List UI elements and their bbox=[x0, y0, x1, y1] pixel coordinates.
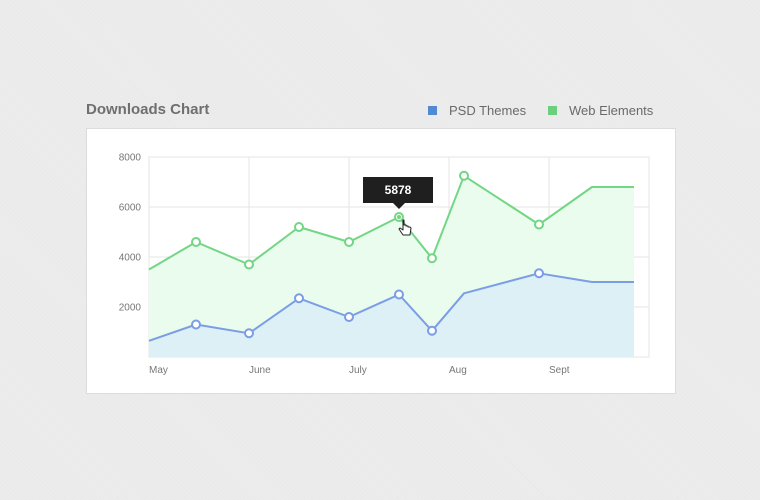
y-tick-label-6000: 6000 bbox=[119, 203, 142, 214]
point-web-elements-7 bbox=[459, 170, 469, 181]
x-tick-label-july: July bbox=[349, 365, 367, 376]
legend-label-web-elements: Web Elements bbox=[569, 103, 654, 118]
point-psd-themes-3 bbox=[294, 293, 304, 304]
point-psd-themes-6 bbox=[427, 325, 437, 336]
x-tick-label-june: June bbox=[249, 365, 271, 376]
point-web-elements-6 bbox=[427, 253, 437, 264]
point-web-elements-8 bbox=[534, 219, 544, 230]
y-tick-label-2000: 2000 bbox=[119, 303, 142, 314]
point-psd-themes-8 bbox=[534, 268, 544, 279]
x-tick-label-sept: Sept bbox=[549, 365, 570, 376]
pointer-cursor-icon bbox=[398, 219, 412, 236]
area-psd-themes bbox=[149, 273, 634, 357]
chart-svg: 2000 4000 6000 8000 May June July Aug Sept 5878 bbox=[119, 153, 650, 376]
markers bbox=[191, 170, 544, 339]
x-tick-label-may: May bbox=[149, 365, 168, 376]
point-web-elements-4 bbox=[344, 237, 354, 247]
point-psd-themes-5 bbox=[394, 289, 404, 300]
point-psd-themes-1 bbox=[191, 319, 201, 330]
tooltip-point-dot bbox=[397, 215, 401, 219]
chart-panel: 2000 4000 6000 8000 May June July Aug Sept 5878 bbox=[86, 128, 676, 394]
x-tick-label-aug: Aug bbox=[449, 365, 467, 376]
tooltip-arrow bbox=[393, 203, 405, 209]
legend-swatch-web-elements bbox=[548, 106, 557, 115]
legend-label-psd-themes: PSD Themes bbox=[449, 103, 527, 118]
tooltip-box bbox=[363, 177, 433, 203]
y-tick-label-4000: 4000 bbox=[119, 253, 142, 264]
y-tick-label-8000: 8000 bbox=[119, 153, 142, 164]
point-psd-themes-4 bbox=[344, 312, 354, 322]
legend-swatch-psd-themes bbox=[428, 106, 437, 115]
point-web-elements-3 bbox=[294, 222, 304, 232]
chart-title: Downloads Chart bbox=[86, 101, 210, 118]
areas bbox=[149, 175, 634, 357]
tooltip-value: 5878 bbox=[385, 183, 412, 197]
point-psd-themes-2 bbox=[244, 328, 254, 339]
point-web-elements-2 bbox=[244, 259, 254, 270]
point-web-elements-1 bbox=[191, 237, 201, 247]
tooltip: 5878 bbox=[363, 177, 433, 219]
